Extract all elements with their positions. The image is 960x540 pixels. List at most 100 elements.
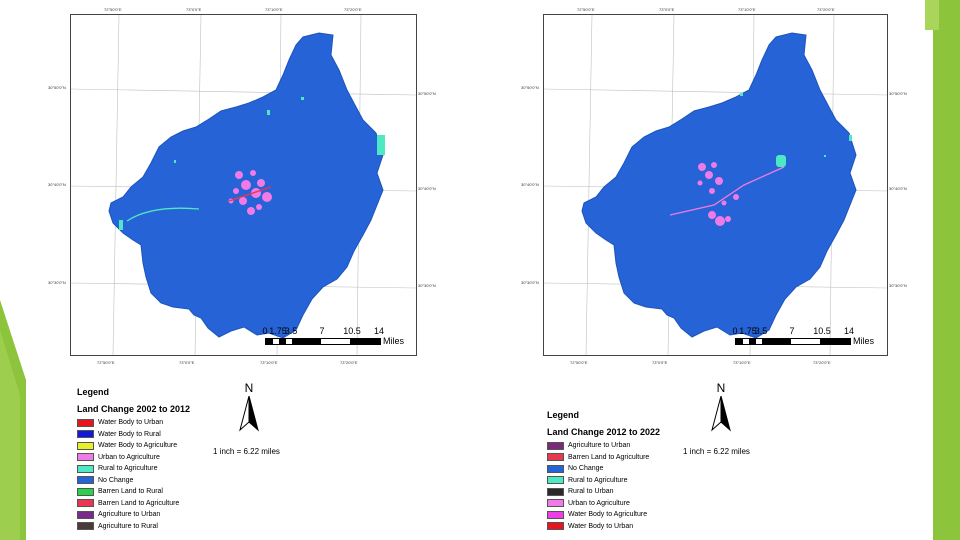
north-letter: N: [716, 381, 726, 395]
tick-label: 72°50'0"E: [97, 360, 115, 365]
legend-item: Agriculture to Urban: [547, 440, 660, 452]
legend-swatch: [547, 499, 564, 508]
tick-label: 30°30'0"N: [48, 280, 66, 285]
legend-swatch: [77, 476, 94, 485]
north-arrow-right: N: [709, 381, 733, 434]
legend-swatch: [77, 441, 94, 450]
legend-item: No Change: [77, 475, 190, 487]
map-left-canvas: [71, 15, 416, 355]
scale-number: 14: [373, 326, 385, 336]
tick-label: 73°20'0"E: [817, 7, 835, 12]
legend-swatch: [77, 430, 94, 439]
legend-swatch: [547, 487, 564, 496]
tick-label: 73°20'0"E: [340, 360, 358, 365]
legend-item: Water Body to Agriculture: [547, 509, 660, 521]
map-left-frame: [70, 14, 417, 356]
scale-number: 7: [789, 326, 795, 336]
legend-right: Legend Land Change 2012 to 2022 Agricult…: [547, 410, 660, 532]
legend-swatch: [77, 487, 94, 496]
legend-subtitle: Land Change 2002 to 2012: [77, 404, 191, 414]
legend-label: Barren Land to Rural: [98, 488, 163, 496]
scale-ratio-right: 1 inch = 6.22 miles: [683, 447, 750, 456]
legend-item: Agriculture to Rural: [77, 521, 190, 533]
tick-label: 73°10'0"E: [260, 360, 278, 365]
tick-label: 30°50'0"N: [889, 91, 907, 96]
scale-number: 0: [262, 326, 268, 336]
tick-label: 73°10'0"E: [738, 7, 756, 12]
legend-item: No Change: [547, 463, 660, 475]
legend-swatch: [77, 464, 94, 473]
tick-label: 73°0'0"E: [179, 360, 195, 365]
legend-title: Legend: [77, 387, 110, 397]
scale-number: 3.5: [284, 326, 298, 336]
legend-swatch: [77, 499, 94, 508]
right-green-accent: [925, 0, 960, 540]
legend-item: Water Body to Urban: [77, 417, 190, 429]
tick-label: 73°10'0"E: [733, 360, 751, 365]
legend-label: No Change: [98, 476, 134, 484]
scale-number: 1.75: [269, 326, 287, 336]
scale-bar-left: 0 1.75 3.5 7 10.5 14 Miles: [262, 326, 412, 350]
north-arrow-icon: [239, 395, 259, 432]
legend-item: Rural to Agriculture: [547, 475, 660, 487]
legend-left: Legend Land Change 2002 to 2012 Water Bo…: [77, 387, 190, 532]
legend-item: Urban to Agriculture: [77, 452, 190, 464]
legend-item: Barren Land to Agriculture: [547, 452, 660, 464]
tick-label: 73°0'0"E: [186, 7, 202, 12]
legend-label: Rural to Agriculture: [568, 476, 628, 484]
legend-label: Agriculture to Urban: [98, 511, 161, 519]
legend-swatch: [547, 464, 564, 473]
tick-label: 73°0'0"E: [652, 360, 668, 365]
legend-swatch: [77, 522, 94, 531]
legend-title: Legend: [547, 410, 580, 420]
legend-label: Water Body to Urban: [98, 419, 164, 427]
scale-bar-right: 0 1.75 3.5 7 10.5 14 Miles: [732, 326, 882, 350]
tick-label: 30°40'0"N: [418, 186, 436, 191]
scale-unit: Miles: [853, 336, 875, 346]
tick-label: 72°50'0"E: [104, 7, 122, 12]
legend-item: Urban to Agriculture: [547, 498, 660, 510]
tick-label: 30°40'0"N: [48, 182, 66, 187]
tick-label: 30°50'0"N: [521, 85, 539, 90]
tick-label: 30°40'0"N: [889, 186, 907, 191]
legend-item: Agriculture to Urban: [77, 509, 190, 521]
tick-label: 30°50'0"N: [418, 91, 436, 96]
legend-subtitle: Land Change 2012 to 2022: [547, 427, 661, 437]
legend-swatch: [77, 510, 94, 519]
tick-label: 30°40'0"N: [521, 182, 539, 187]
scale-ratio-left: 1 inch = 6.22 miles: [213, 447, 280, 456]
legend-item: Barren Land to Rural: [77, 486, 190, 498]
scale-number: 1.75: [739, 326, 757, 336]
legend-item: Water Body to Agriculture: [77, 440, 190, 452]
tick-label: 30°30'0"N: [418, 283, 436, 288]
legend-label: Water Body to Urban: [568, 522, 634, 530]
legend-label: Water Body to Rural: [98, 430, 161, 438]
map-right-frame: [543, 14, 888, 356]
legend-label: Agriculture to Urban: [568, 442, 631, 450]
tick-label: 72°50'0"E: [577, 7, 595, 12]
legend-label: Urban to Agriculture: [568, 499, 630, 507]
legend-item: Rural to Urban: [547, 486, 660, 498]
tick-label: 30°30'0"N: [521, 280, 539, 285]
scale-unit: Miles: [383, 336, 405, 346]
legend-label: Barren Land to Agriculture: [98, 499, 180, 507]
legend-label: Rural to Urban: [568, 488, 614, 496]
legend-swatch: [547, 453, 564, 462]
legend-label: Agriculture to Rural: [98, 522, 158, 530]
legend-swatch: [77, 453, 94, 462]
legend-item: Rural to Agriculture: [77, 463, 190, 475]
north-arrow-left: N: [237, 381, 261, 434]
legend-item: Water Body to Rural: [77, 429, 190, 441]
legend-label: Water Body to Agriculture: [98, 442, 178, 450]
legend-label: Water Body to Agriculture: [568, 511, 648, 519]
scale-number: 7: [319, 326, 325, 336]
legend-label: No Change: [568, 465, 604, 473]
legend-swatch: [547, 522, 564, 531]
scale-number: 10.5: [343, 326, 361, 336]
tick-label: 30°50'0"N: [48, 85, 66, 90]
north-letter: N: [244, 381, 254, 395]
legend-swatch: [547, 441, 564, 450]
legend-swatch: [547, 476, 564, 485]
legend-item: Barren Land to Agriculture: [77, 498, 190, 510]
scale-number: 3.5: [754, 326, 768, 336]
